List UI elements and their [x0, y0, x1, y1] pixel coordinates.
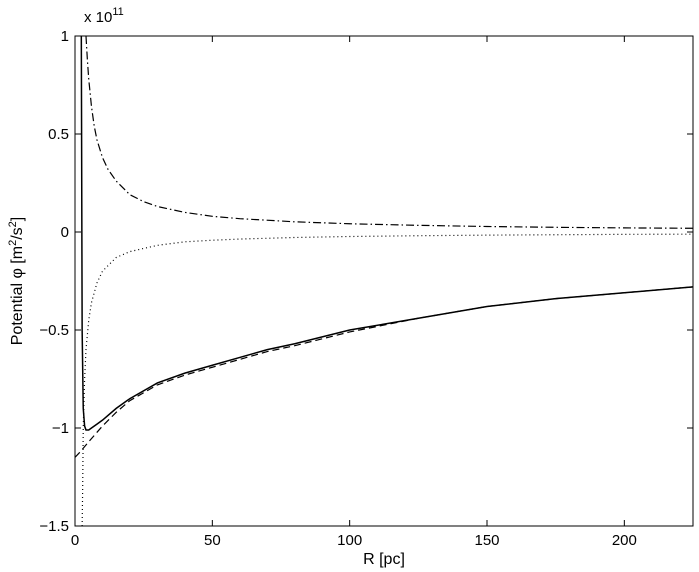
- y-tick-label: −0.5: [39, 322, 69, 339]
- series-line-dashdot: [85, 36, 693, 229]
- series-layer: [75, 36, 693, 526]
- y-axis-label-part: ]: [9, 217, 26, 221]
- y-axis-label-part: /s: [9, 227, 26, 239]
- y-axis-label-superscript: 2: [7, 221, 19, 227]
- x-axis-label: R [pc]: [363, 551, 405, 568]
- x-tick-label: 150: [474, 532, 499, 549]
- y-axis-label: Potential φ [m2/s2]: [7, 217, 26, 345]
- y-tick-label: 1: [61, 28, 69, 45]
- x-tick-label: 50: [204, 532, 221, 549]
- tick-layer: [74, 35, 693, 527]
- y-axis-label-part: Potential: [9, 279, 26, 346]
- x-tick-label: 200: [612, 532, 637, 549]
- y-tick-label: −1.5: [39, 518, 69, 535]
- y-multiplier-exponent: 11: [112, 6, 123, 18]
- y-tick-label: 0.5: [48, 126, 69, 143]
- y-axis-label-part: φ: [9, 268, 26, 278]
- y-tick-label: −1: [52, 420, 69, 437]
- y-multiplier-label: x 1011: [84, 6, 124, 26]
- y-axis-label-superscript: 2: [7, 240, 19, 246]
- label-layer: 0 50 100 150 200 −1.5 −1 −0.5 0 0.5 1 R [pc] Potenti…: [7, 6, 637, 568]
- y-axis-label-part: [m: [9, 246, 26, 268]
- series-line-solid: [80, 36, 693, 431]
- y-tick-label: 0: [61, 224, 69, 241]
- plot-area: [74, 35, 694, 527]
- y-multiplier-base: x 10: [84, 9, 112, 26]
- series-line-dashed: [75, 286, 693, 458]
- x-tick-label: 0: [71, 532, 79, 549]
- x-tick-label: 100: [337, 532, 362, 549]
